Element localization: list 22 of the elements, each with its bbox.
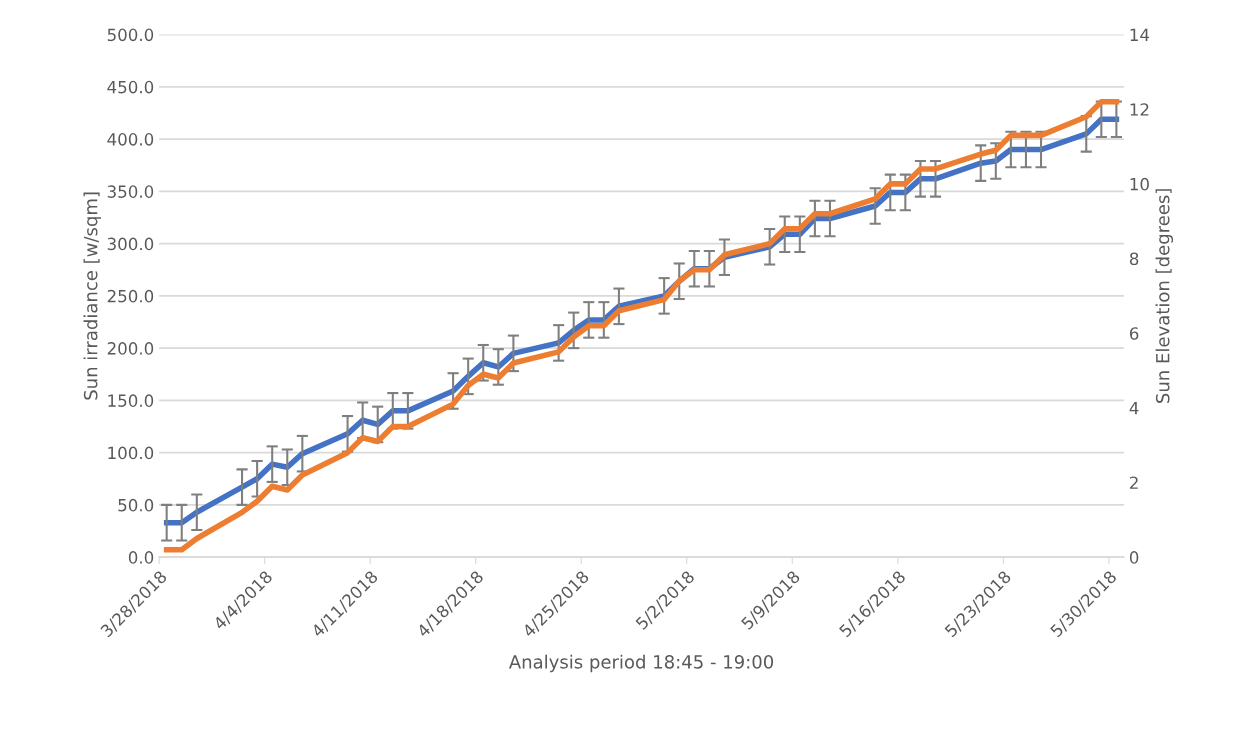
y-tick-label: 450.0 bbox=[107, 80, 154, 94]
y2-axis-title: Sun Elevation [degrees] bbox=[1155, 189, 1174, 403]
y-tick-label: 400.0 bbox=[107, 133, 154, 146]
y2-tick-label: 0 bbox=[1129, 551, 1139, 564]
y-tick-label: 300.0 bbox=[107, 237, 154, 251]
y2-tick-label: 12 bbox=[1130, 103, 1149, 116]
y2-tick-label: 2 bbox=[1130, 476, 1138, 489]
y2-tick-label: 6 bbox=[1129, 327, 1139, 340]
y2-tick-label: 10 bbox=[1130, 177, 1149, 191]
y-tick-label: 200.0 bbox=[107, 342, 154, 355]
y-tick-label: 350.0 bbox=[107, 185, 154, 198]
x-axis-title: Analysis period 18:45 - 19:00 bbox=[508, 654, 774, 673]
y2-tick-label: 14 bbox=[1130, 28, 1150, 41]
y-tick-label: 0.0 bbox=[128, 551, 154, 564]
y-tick-label: 250.0 bbox=[107, 289, 154, 303]
y-axis-title: Sun irradiance [w/sqm] bbox=[83, 192, 101, 400]
y-tick-label: 150.0 bbox=[108, 394, 154, 407]
y2-tick-label: 4 bbox=[1129, 402, 1139, 415]
y-tick-label: 100.0 bbox=[108, 446, 154, 460]
y2-tick-label: 8 bbox=[1129, 252, 1139, 266]
y-tick-label: 50.0 bbox=[118, 498, 154, 512]
y-tick-label: 500.0 bbox=[107, 28, 154, 42]
